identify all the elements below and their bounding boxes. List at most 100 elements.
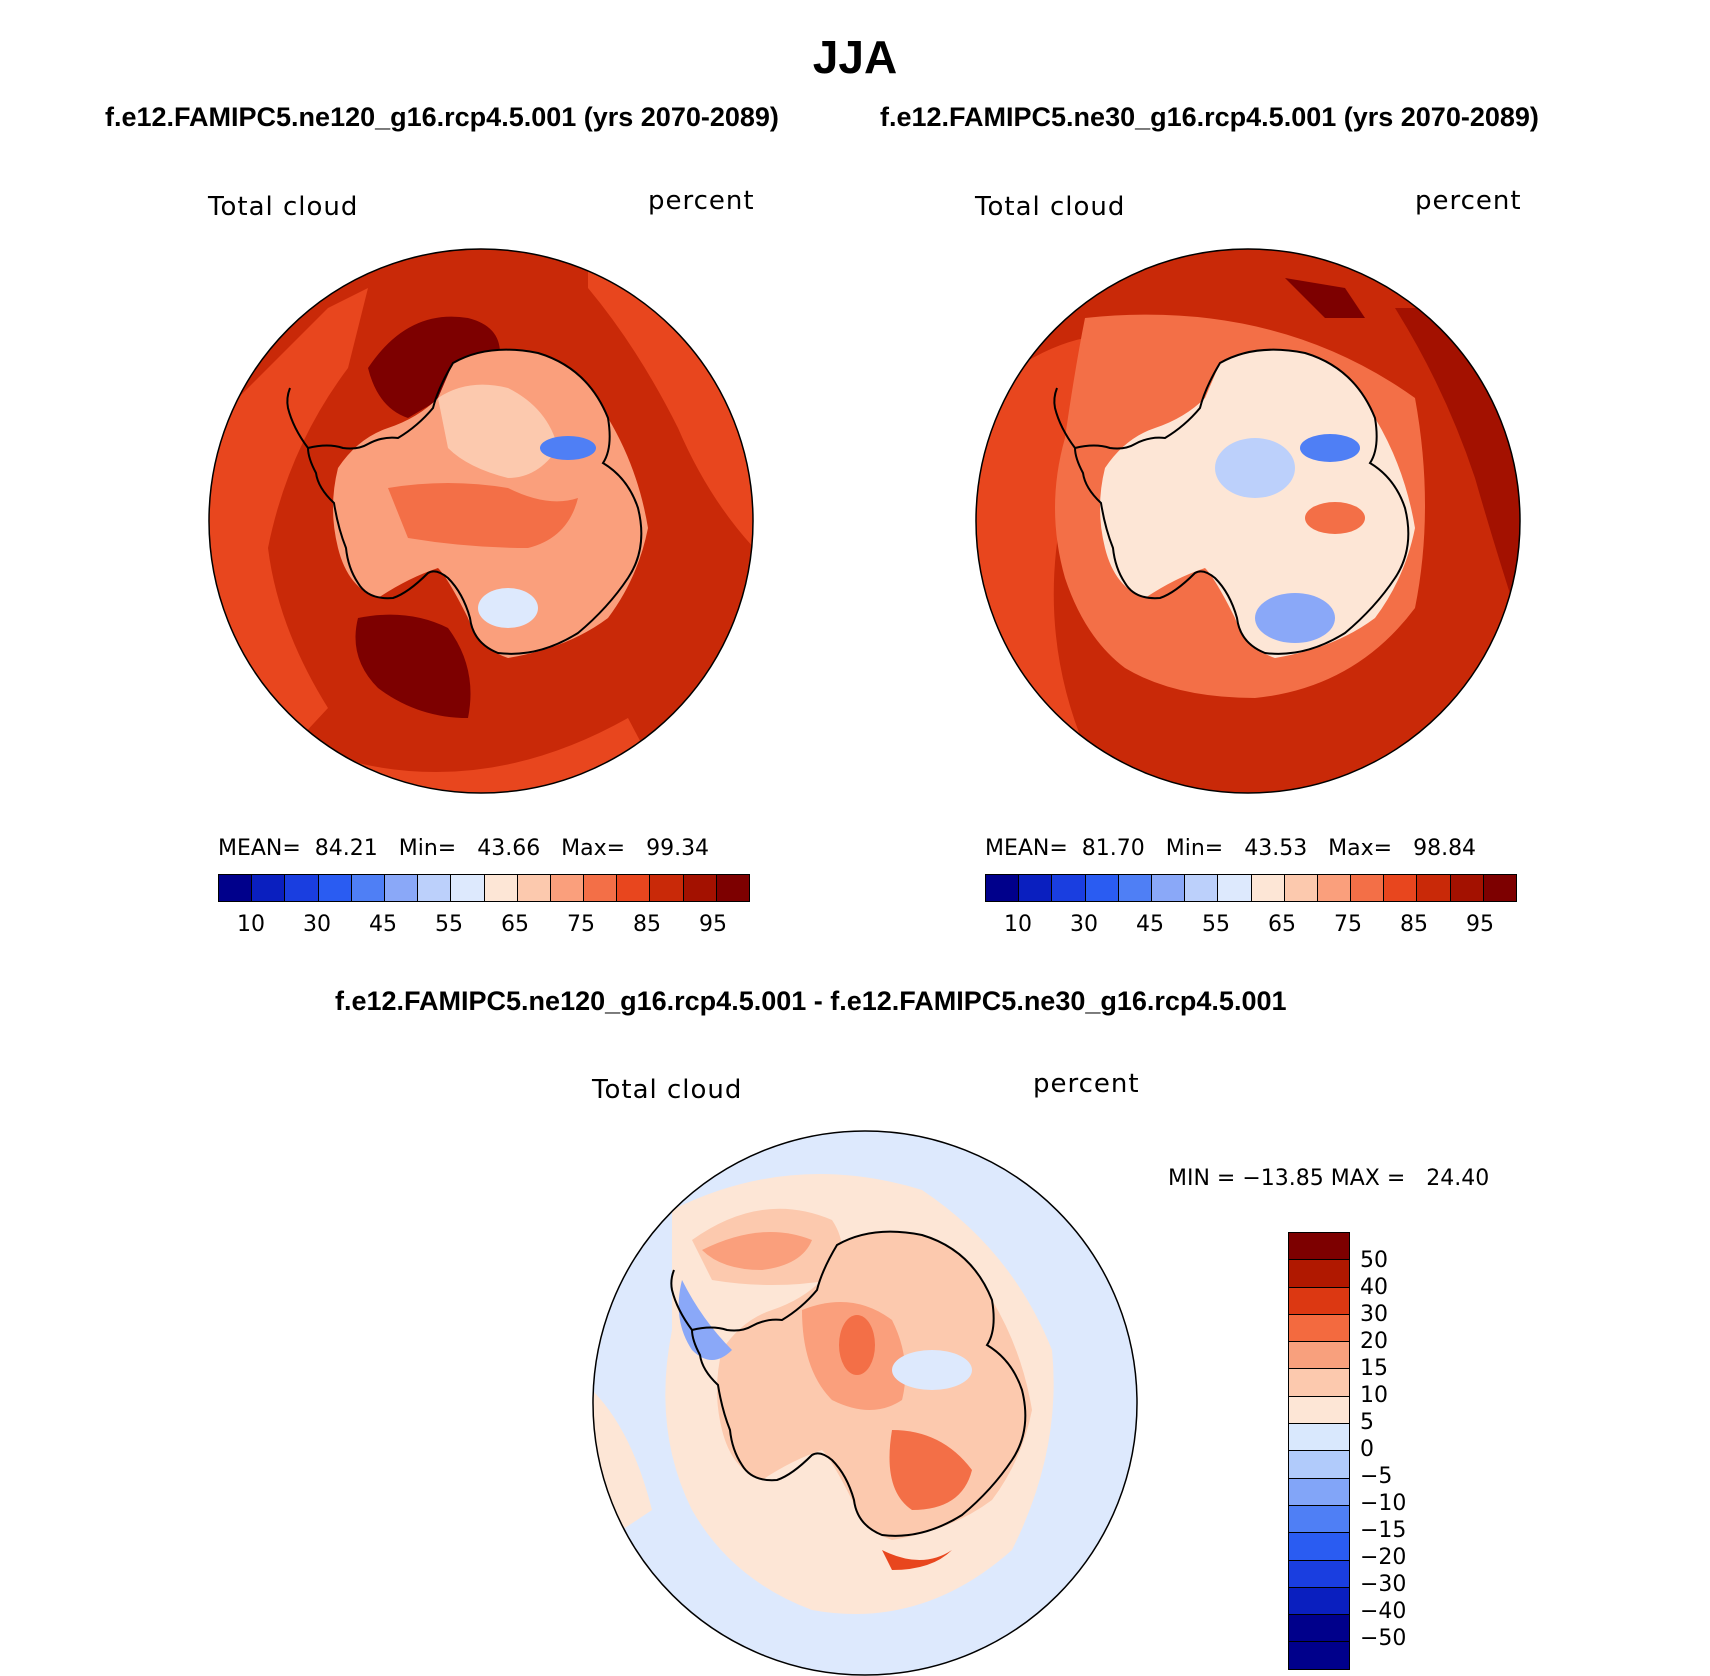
colorbar-cell	[1052, 875, 1086, 901]
colorbar-tick: 65	[501, 912, 529, 937]
right-low-cloud-region-b	[1255, 593, 1335, 643]
colorbar-tick: 20	[1360, 1329, 1388, 1354]
colorbar-cell	[650, 875, 684, 901]
left-polar-map	[208, 248, 754, 794]
right-max-cloud-spot	[1285, 278, 1365, 318]
colorbar-cell	[1218, 875, 1252, 901]
colorbar-cell	[1251, 875, 1285, 901]
colorbar-cell	[1289, 1642, 1349, 1669]
colorbar-tick: 10	[1360, 1383, 1388, 1408]
colorbar-cell	[550, 875, 585, 901]
figure-title: JJA	[812, 31, 898, 83]
colorbar-tick: 50	[1360, 1248, 1388, 1273]
right-min-cloud-region	[1300, 434, 1360, 462]
colorbar-cell	[418, 875, 452, 901]
right-peninsula	[1053, 387, 1076, 449]
colorbar-cell	[1351, 875, 1385, 901]
colorbar-cell	[1289, 1615, 1349, 1643]
right-stats: MEAN= 81.70 Min= 43.53 Max= 98.84	[985, 836, 1477, 861]
left-colorbar	[218, 874, 750, 902]
right-coastline	[1073, 348, 1410, 655]
colorbar-cell	[1289, 1451, 1349, 1479]
left-coastline	[306, 348, 643, 655]
colorbar-cell	[285, 875, 319, 901]
colorbar-tick: 45	[369, 912, 397, 937]
colorbar-cell	[1417, 875, 1451, 901]
colorbar-cell	[986, 875, 1020, 901]
colorbar-cell	[1289, 1260, 1349, 1288]
colorbar-cell	[1289, 1533, 1349, 1561]
colorbar-tick: 55	[435, 912, 463, 937]
colorbar-tick: 55	[1202, 912, 1230, 937]
diff-colorbar	[1288, 1232, 1350, 1670]
colorbar-tick: 85	[1400, 912, 1428, 937]
colorbar-cell	[451, 875, 485, 901]
diff-units-label: percent	[1033, 1069, 1140, 1099]
colorbar-cell	[1289, 1342, 1349, 1370]
left-max-cloud-region-north	[368, 316, 500, 418]
colorbar-cell	[1289, 1233, 1349, 1261]
colorbar-tick: 30	[1360, 1302, 1388, 1327]
diff-neg-peninsula	[678, 1280, 732, 1360]
colorbar-cell	[584, 875, 618, 901]
diff-variable-label: Total cloud	[592, 1075, 743, 1105]
right-antarctica-fill	[1100, 349, 1415, 658]
colorbar-cell	[517, 875, 551, 901]
colorbar-tick: −15	[1360, 1518, 1407, 1543]
colorbar-tick: −5	[1360, 1464, 1393, 1489]
colorbar-cell	[1085, 875, 1119, 901]
colorbar-tick: 5	[1360, 1410, 1374, 1435]
colorbar-tick: 65	[1268, 912, 1296, 937]
left-map-border	[208, 248, 754, 794]
colorbar-cell	[1483, 875, 1516, 901]
colorbar-cell	[1384, 875, 1418, 901]
left-low-cloud-region	[478, 588, 538, 628]
right-colorbar	[985, 874, 1517, 902]
colorbar-tick: 40	[1360, 1275, 1388, 1300]
colorbar-cell	[683, 875, 717, 901]
colorbar-cell	[1151, 875, 1186, 901]
colorbar-cell	[1289, 1314, 1349, 1343]
colorbar-cell	[384, 875, 419, 901]
colorbar-cell	[716, 875, 749, 901]
colorbar-cell	[252, 875, 286, 901]
colorbar-cell	[219, 875, 253, 901]
colorbar-tick: −30	[1360, 1572, 1407, 1597]
colorbar-cell	[484, 875, 518, 901]
colorbar-cell	[617, 875, 651, 901]
colorbar-tick: 85	[633, 912, 661, 937]
diff-pos-south	[882, 1550, 952, 1570]
diff-pos-interior-b	[889, 1430, 972, 1510]
colorbar-cell	[1317, 875, 1352, 901]
colorbar-tick: 30	[1070, 912, 1098, 937]
colorbar-tick: 0	[1360, 1437, 1374, 1462]
colorbar-cell	[1289, 1396, 1349, 1425]
right-units-label: percent	[1415, 186, 1522, 216]
right-polar-map	[975, 248, 1521, 794]
left-plateau-light	[438, 384, 558, 478]
colorbar-tick: 30	[303, 912, 331, 937]
colorbar-cell	[1289, 1560, 1349, 1588]
right-variable-label: Total cloud	[975, 192, 1126, 222]
colorbar-cell	[1289, 1505, 1349, 1534]
left-variable-label: Total cloud	[208, 192, 359, 222]
subtitle-left-case: f.e12.FAMIPC5.ne120_g16.rcp4.5.001 (yrs …	[105, 102, 779, 132]
colorbar-tick: 95	[699, 912, 727, 937]
diff-pos-north-core	[702, 1232, 812, 1270]
diff-coastline	[690, 1230, 1027, 1537]
right-map-border	[975, 248, 1521, 794]
diff-stats: MIN = −13.85 MAX = 24.40	[1168, 1166, 1490, 1191]
colorbar-cell	[1284, 875, 1318, 901]
colorbar-cell	[1450, 875, 1484, 901]
subtitle-right-case: f.e12.FAMIPC5.ne30_g16.rcp4.5.001 (yrs 2…	[880, 102, 1539, 132]
diff-polar-map	[592, 1130, 1138, 1676]
colorbar-tick: −40	[1360, 1599, 1407, 1624]
colorbar-tick: 75	[567, 912, 595, 937]
colorbar-cell	[1118, 875, 1152, 901]
colorbar-tick: −10	[1360, 1491, 1407, 1516]
colorbar-tick: 10	[237, 912, 265, 937]
colorbar-tick: 10	[1004, 912, 1032, 937]
left-min-cloud-region	[540, 436, 596, 460]
right-high-cloud-interior	[1305, 502, 1365, 534]
left-peninsula	[286, 387, 309, 449]
